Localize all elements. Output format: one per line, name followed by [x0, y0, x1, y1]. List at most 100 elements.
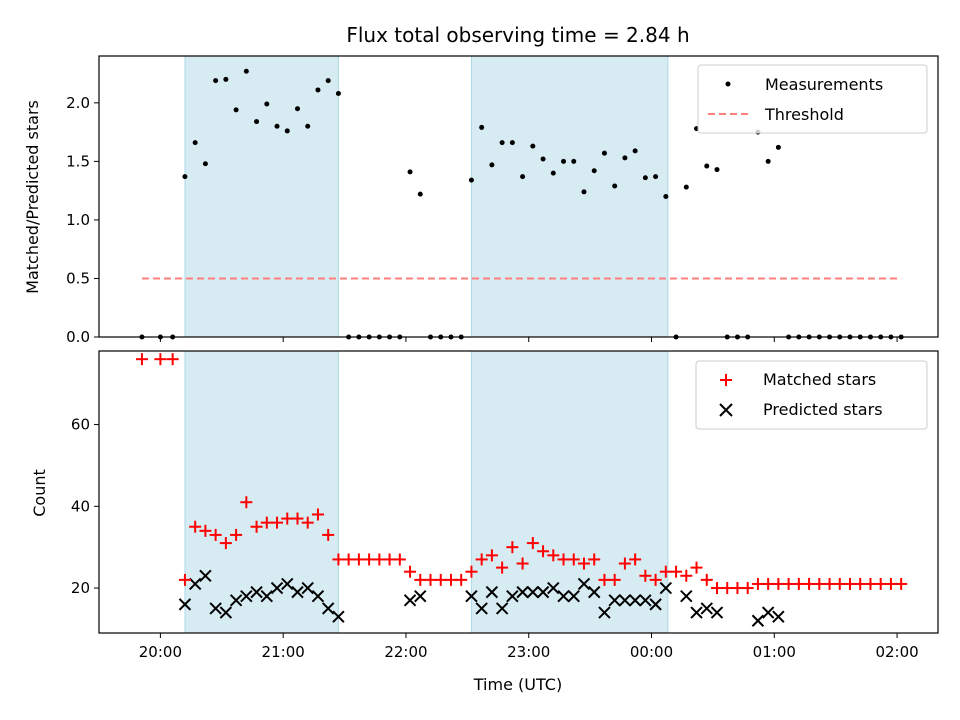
matched-stars-point	[342, 553, 355, 566]
predicted-stars-point	[199, 569, 212, 582]
measurement-point	[213, 78, 219, 84]
top-shade-band-1	[470, 55, 669, 338]
measurement-point	[653, 174, 659, 180]
bottom-xtick-label: 02:00	[875, 643, 918, 661]
top-plot-frame	[98, 55, 939, 338]
measurement-point	[632, 148, 638, 154]
top-ytick-label: 0.5	[66, 269, 90, 287]
predicted-stars-point	[260, 590, 274, 603]
bottom-x-axis-ticks: 20:00 21:00 22:00 23:00 00:00 01:00 02:00	[139, 633, 919, 661]
matched-stars-point	[567, 553, 580, 566]
matched-stars-point	[700, 573, 713, 586]
matched-stars-point	[322, 528, 335, 541]
matched-stars-point	[166, 353, 179, 366]
predicted-stars-point	[240, 590, 253, 603]
matched-stars-point	[383, 553, 396, 566]
top-legend: Measurements Threshold	[697, 64, 928, 134]
bottom-xtick-label: 00:00	[630, 643, 673, 661]
measurement-point	[325, 78, 331, 84]
bottom-xtick-label: 20:00	[139, 643, 182, 661]
measurement-point	[264, 101, 270, 107]
matched-stars-point	[281, 512, 294, 525]
measurement-point	[479, 124, 485, 130]
measurement-point	[612, 183, 618, 189]
predicted-stars-point	[618, 594, 632, 607]
bottom-xtick-label: 21:00	[262, 643, 305, 661]
bottom-y-axis-ticks: 20 40 60	[71, 416, 99, 597]
measurement-point	[233, 107, 239, 113]
measurement-point	[274, 123, 280, 129]
bottom-xtick-label: 01:00	[753, 643, 796, 661]
predicted-legend-label: Predicted stars	[763, 400, 883, 419]
matched-stars-point	[260, 516, 273, 529]
matched-stars-point	[393, 553, 406, 566]
measurement-point	[254, 119, 260, 125]
matched-stars-point	[844, 577, 857, 590]
predicted-stars-point	[639, 594, 652, 607]
matched-stars-point	[721, 582, 734, 595]
predicted-stars-point	[270, 581, 284, 595]
matched-stars-point	[506, 541, 519, 554]
predicted-stars-point	[567, 590, 580, 603]
predicted-stars-point	[485, 585, 499, 599]
predicted-stars-point	[281, 577, 294, 591]
matched-stars-point	[311, 508, 324, 521]
matched-stars-point	[271, 516, 284, 529]
predicted-stars-point	[475, 602, 488, 615]
matched-stars-point	[209, 528, 222, 541]
predicted-stars-point	[506, 590, 519, 603]
matched-stars-point	[649, 573, 662, 586]
matched-stars-point	[618, 557, 631, 570]
top-y-axis-label: Matched/Predicted stars	[23, 100, 42, 294]
measurement-point	[663, 194, 669, 199]
matched-stars-point	[731, 582, 744, 595]
measurement-point	[202, 161, 208, 167]
measurement-point	[622, 155, 628, 161]
predicted-stars-point	[536, 585, 550, 599]
measurement-point	[182, 174, 188, 180]
predicted-stars-point	[772, 610, 785, 623]
predicted-stars-point	[577, 577, 591, 591]
measurement-point	[714, 167, 720, 173]
matched-stars-point	[710, 582, 723, 595]
matched-stars-point	[250, 520, 263, 533]
matched-stars-point	[485, 549, 498, 562]
top-ytick-label: 1.5	[66, 152, 90, 170]
predicted-stars-point	[219, 606, 233, 619]
matched-stars-point	[895, 577, 908, 590]
matched-stars-point	[240, 496, 253, 509]
bottom-shade-band-1	[470, 350, 669, 634]
predicted-stars-point	[178, 598, 192, 611]
x-axis-label: Time (UTC)	[473, 675, 562, 694]
matched-stars-point	[598, 573, 611, 586]
matched-stars-point	[864, 577, 877, 590]
matched-stars-point	[670, 565, 683, 578]
matched-stars-point	[178, 573, 191, 586]
matched-stars-point	[639, 569, 652, 582]
predicted-stars-point	[209, 602, 222, 615]
top-x-axis-ticks	[159, 337, 898, 342]
measurement-point	[499, 140, 505, 146]
top-observing-shading	[184, 55, 669, 338]
matched-stars-point	[373, 553, 386, 566]
predicted-stars-point	[495, 602, 509, 615]
predicted-stars-point	[229, 594, 243, 607]
measurement-point	[520, 174, 526, 180]
measurement-point	[530, 143, 536, 149]
measurement-point	[407, 169, 413, 175]
predicted-stars-point	[649, 598, 662, 611]
predicted-stars-point	[403, 594, 417, 607]
predicted-stars-point	[301, 581, 314, 595]
bottom-xtick-label: 22:00	[384, 643, 427, 661]
matched-stars-point	[588, 553, 601, 566]
bottom-shade-band-0	[184, 350, 339, 634]
matched-stars-point	[465, 565, 478, 578]
predicted-stars-point	[414, 590, 427, 603]
predicted-stars-point	[628, 594, 642, 607]
measurement-point	[489, 162, 495, 168]
measurement-point	[243, 68, 249, 74]
matched-stars-point	[135, 353, 148, 366]
top-shade-band-0	[184, 55, 339, 338]
measurement-point	[642, 175, 648, 181]
predicted-stars-point	[188, 577, 202, 591]
